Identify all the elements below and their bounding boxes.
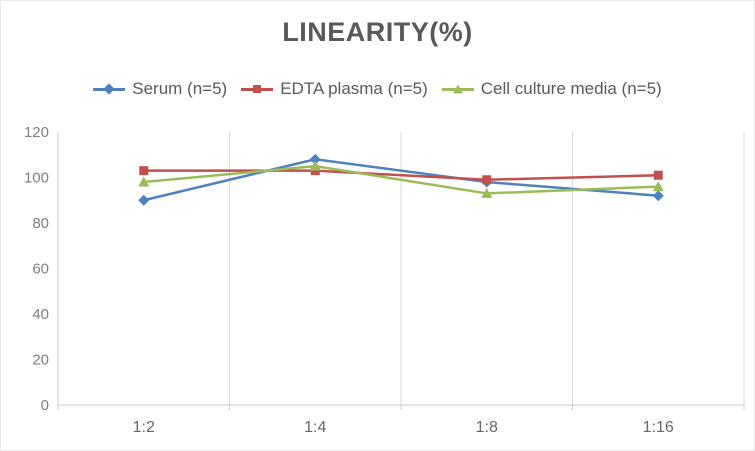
y-tick-label: 120 — [24, 124, 49, 141]
triangle-data-marker — [652, 181, 664, 192]
x-tick-label: 1:16 — [643, 419, 674, 436]
square-data-marker — [653, 170, 663, 180]
triangle-data-marker — [138, 176, 150, 187]
square-marker-icon — [241, 83, 274, 95]
y-tick-label: 40 — [32, 306, 49, 323]
y-tick-label: 100 — [24, 170, 49, 187]
legend-label: Cell culture media (n=5) — [480, 79, 662, 98]
legend-label: EDTA plasma (n=5) — [280, 79, 428, 98]
diamond-marker-icon — [93, 83, 126, 95]
y-tick-label: 60 — [32, 261, 49, 278]
x-tick-label: 1:8 — [476, 419, 498, 436]
square-data-marker — [139, 166, 149, 176]
triangle-data-marker — [309, 160, 321, 171]
diamond-data-marker — [652, 190, 664, 202]
legend-item-diamond: Serum (n=5) — [93, 79, 227, 99]
chart-title: LINEARITY(%) — [282, 17, 473, 47]
y-tick-label: 0 — [41, 397, 49, 414]
x-tick-label: 1:4 — [304, 419, 326, 436]
legend-item-triangle: Cell culture media (n=5) — [441, 79, 662, 99]
legend-label: Serum (n=5) — [132, 79, 228, 98]
series-line-triangle — [143, 164, 659, 195]
diamond-data-marker — [309, 153, 321, 165]
triangle-marker-icon — [441, 83, 474, 95]
legend-item-square: EDTA plasma (n=5) — [241, 79, 428, 99]
y-tick-label: 80 — [32, 215, 49, 232]
x-tick-label: 1:2 — [133, 419, 155, 436]
chart-legend: Serum (n=5) EDTA plasma (n=5) Cell culture… — [1, 79, 754, 99]
triangle-data-marker — [481, 187, 493, 198]
series-line-square — [143, 169, 659, 182]
diamond-data-marker — [138, 194, 150, 206]
square-data-marker — [482, 175, 492, 185]
square-data-marker — [310, 166, 320, 176]
y-tick-label: 20 — [32, 352, 49, 369]
